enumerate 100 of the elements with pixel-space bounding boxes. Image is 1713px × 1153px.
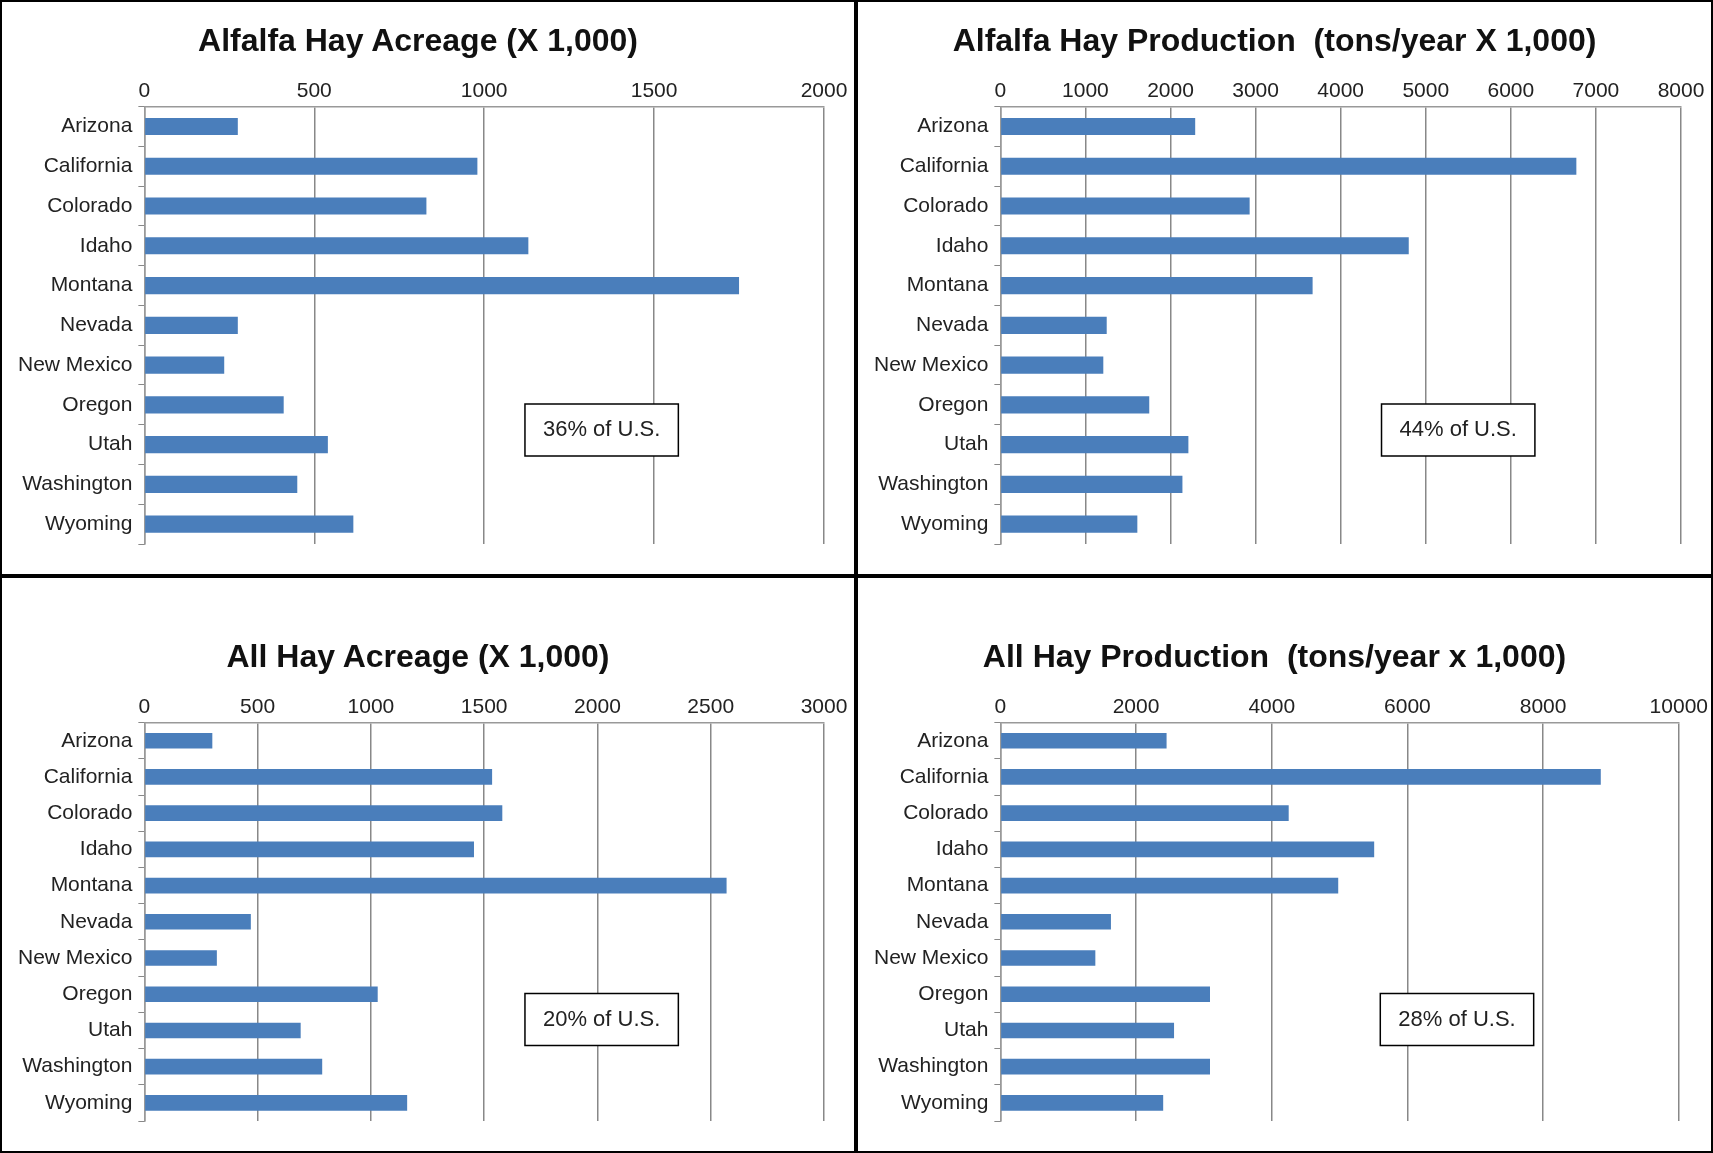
bar	[1001, 276, 1313, 295]
y-tick-label: Washington	[878, 471, 989, 495]
x-tick-label: 1500	[630, 77, 678, 101]
y-tick-label: Wyoming	[901, 510, 989, 534]
bar	[145, 316, 238, 334]
y-tick-label: Montana	[906, 272, 989, 296]
chart-title: Alfalfa Hay Production (tons/year X 1,000)	[952, 22, 1597, 59]
y-tick-label: Utah	[88, 1017, 133, 1041]
y-tick-label: Montana	[906, 872, 989, 896]
y-tick-label: Washington	[878, 1053, 989, 1077]
bar	[1001, 475, 1183, 493]
bar	[145, 805, 503, 821]
bar	[1001, 986, 1210, 1003]
y-tick-label: Idaho	[935, 836, 989, 860]
bar	[145, 732, 213, 749]
x-tick-label: 0	[138, 693, 151, 717]
chart-title: Alfalfa Hay Acreage (X 1,000)	[198, 22, 638, 59]
x-tick-label: 6000	[1487, 77, 1535, 101]
y-tick-label: Colorado	[47, 799, 133, 823]
x-tick-label: 8000	[1519, 693, 1567, 717]
bar	[145, 356, 225, 374]
y-tick-label: Wyoming	[45, 1089, 133, 1113]
x-tick-label: 3000	[1232, 77, 1279, 101]
bar	[145, 197, 427, 215]
y-tick-label: California	[899, 153, 989, 177]
annotation: 20% of U.S.	[542, 1005, 661, 1031]
bar	[1001, 732, 1167, 749]
x-tick-label: 0	[138, 77, 151, 101]
y-tick-label: Oregon	[918, 981, 989, 1005]
bar	[1001, 515, 1138, 533]
x-tick-label: 1000	[1062, 77, 1109, 101]
y-tick-label: Utah	[944, 431, 989, 455]
x-tick-label: 2000	[1112, 693, 1160, 717]
chart-title: All Hay Production (tons/year x 1,000)	[982, 638, 1567, 675]
y-tick-label: Idaho	[79, 232, 133, 256]
x-tick-label: 4000	[1317, 77, 1365, 101]
x-tick-label: 1500	[460, 693, 508, 717]
y-tick-label: Arizona	[61, 113, 133, 137]
y-tick-label: California	[899, 763, 989, 787]
bar	[1001, 1022, 1175, 1039]
bar	[145, 1095, 408, 1111]
y-tick-label: Colorado	[903, 799, 989, 823]
x-tick-label: 0	[994, 77, 1007, 101]
bar	[145, 117, 238, 136]
bar	[145, 986, 378, 1003]
x-tick-label: 0	[994, 693, 1007, 717]
y-tick-label: Oregon	[918, 391, 989, 415]
bar	[145, 841, 474, 858]
x-tick-label: 5000	[1402, 77, 1450, 101]
y-tick-label: Arizona	[61, 727, 133, 751]
x-tick-label: 3000	[800, 693, 848, 717]
y-tick-label: Idaho	[935, 232, 989, 256]
x-tick-label: 8000	[1657, 77, 1705, 101]
x-tick-label: 1000	[347, 693, 395, 717]
bar	[1001, 950, 1096, 966]
x-tick-label: 4000	[1248, 693, 1296, 717]
bar	[145, 237, 529, 255]
y-tick-label: Oregon	[62, 981, 133, 1005]
y-tick-label: Arizona	[917, 113, 989, 137]
bar	[1001, 157, 1577, 175]
y-tick-label: Montana	[50, 272, 133, 296]
x-tick-label: 1000	[460, 77, 508, 101]
x-tick-label: 7000	[1572, 77, 1620, 101]
y-tick-label: Colorado	[47, 192, 133, 216]
y-tick-label: Nevada	[915, 908, 989, 932]
bar	[1001, 769, 1601, 785]
bar	[1001, 1095, 1164, 1111]
bar	[145, 1022, 301, 1039]
bar	[145, 950, 217, 966]
bar	[1001, 237, 1409, 255]
annotation: 28% of U.S.	[1398, 1005, 1516, 1031]
y-tick-label: California	[43, 763, 133, 787]
bar	[145, 475, 298, 493]
bar	[145, 769, 493, 785]
bar	[145, 913, 251, 930]
y-tick-label: Colorado	[903, 192, 989, 216]
x-tick-label: 500	[296, 77, 332, 101]
bar	[1001, 841, 1375, 858]
x-tick-label: 2000	[1147, 77, 1194, 101]
y-tick-label: New Mexico	[873, 944, 989, 968]
bar	[1001, 913, 1111, 930]
bar	[1001, 396, 1150, 414]
y-tick-label: Montana	[50, 872, 133, 896]
bar	[145, 515, 354, 533]
y-tick-label: New Mexico	[17, 944, 133, 968]
bar	[145, 436, 328, 454]
annotation: 36% of U.S.	[542, 416, 661, 442]
bar	[1001, 436, 1189, 454]
x-tick-label: 2000	[574, 693, 621, 717]
y-tick-label: Idaho	[79, 836, 133, 860]
bar	[145, 396, 284, 414]
bar	[145, 1058, 323, 1075]
y-tick-label: California	[43, 153, 133, 177]
annotation: 44% of U.S.	[1399, 416, 1517, 442]
bar	[1001, 197, 1250, 215]
x-tick-label: 500	[240, 693, 276, 717]
chart-title: All Hay Acreage (X 1,000)	[226, 638, 610, 675]
y-tick-label: Wyoming	[901, 1089, 989, 1113]
y-tick-label: Nevada	[59, 908, 133, 932]
bar	[1001, 877, 1339, 894]
